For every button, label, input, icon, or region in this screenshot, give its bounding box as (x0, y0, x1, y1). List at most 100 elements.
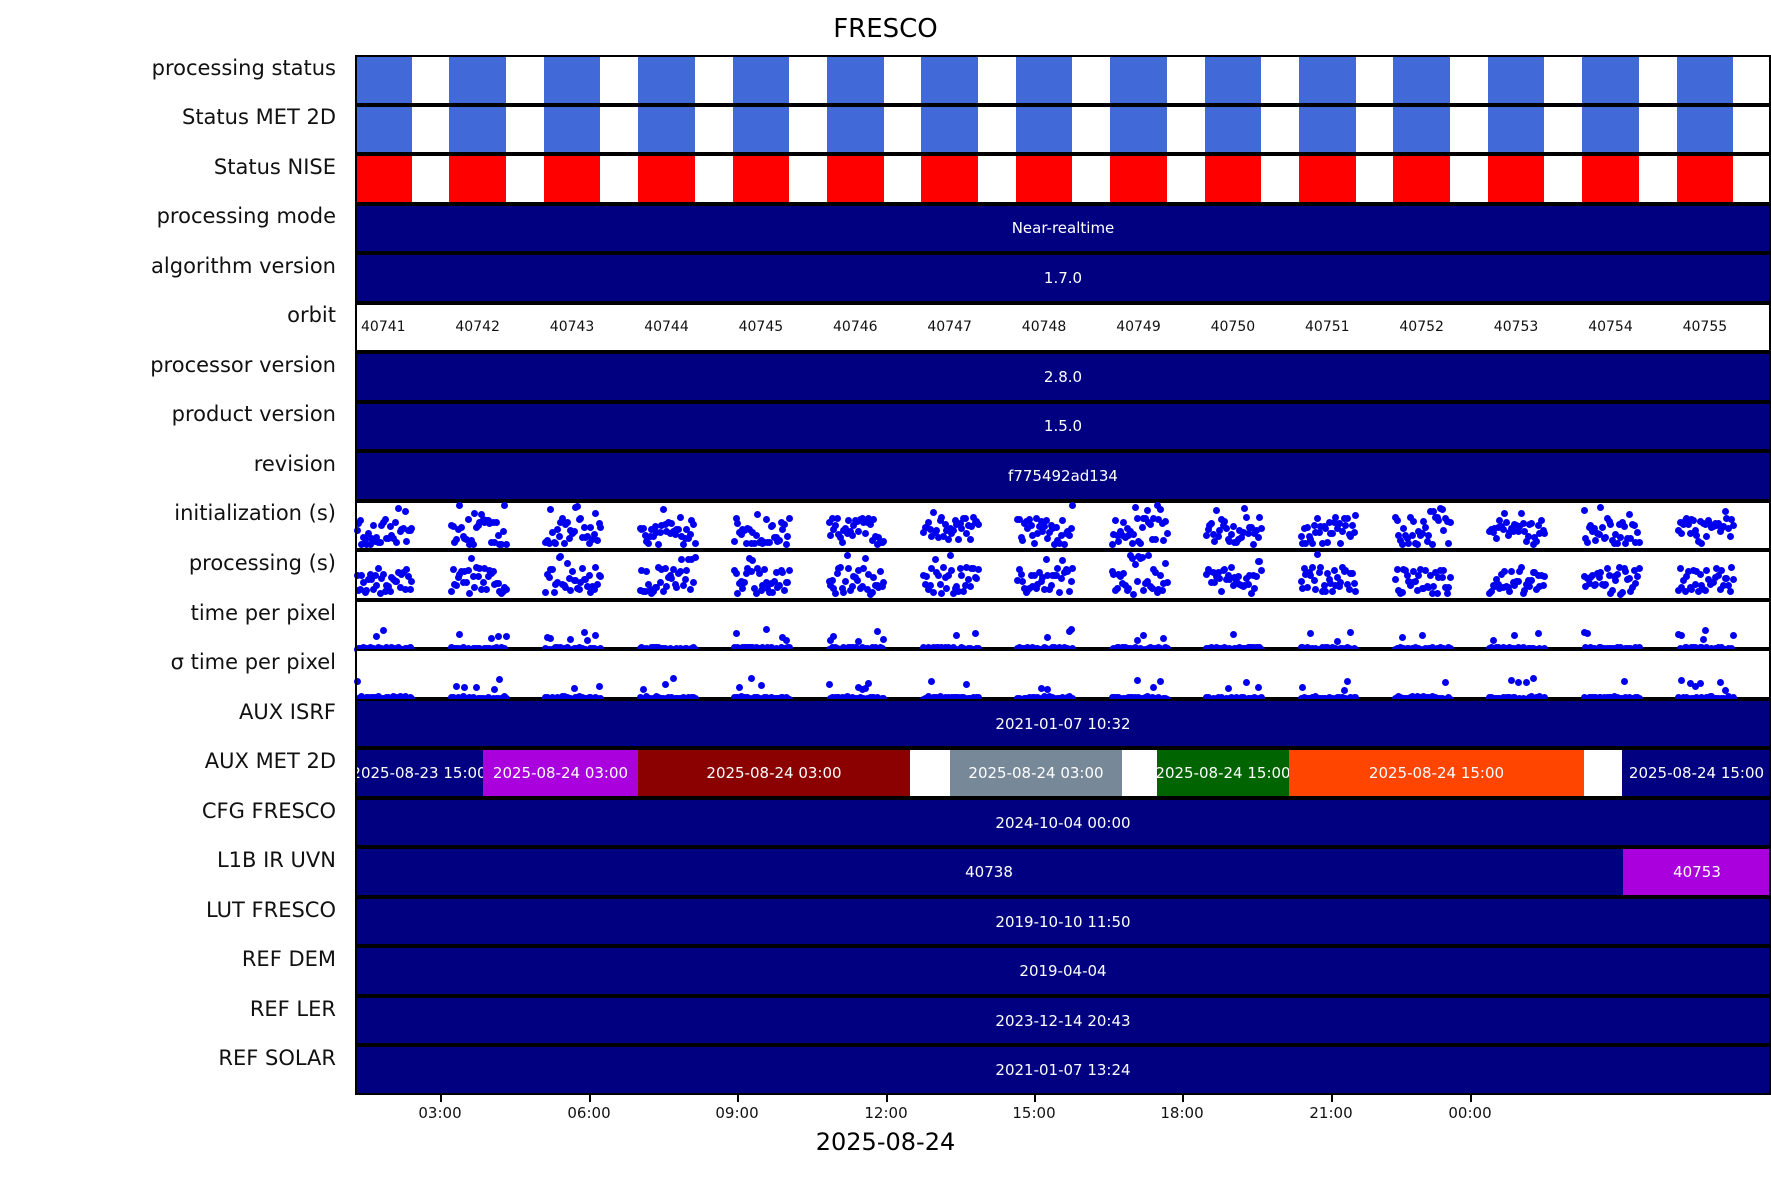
scatter-point (1017, 571, 1025, 579)
scatter-point (1728, 515, 1736, 523)
scatter-point (1627, 588, 1635, 596)
row-label-text: orbit (287, 303, 336, 328)
scatter-point (966, 582, 974, 590)
scatter-point (928, 532, 936, 540)
row-value-text: 2024-10-04 00:00 (995, 813, 1131, 832)
scatter-point (1030, 571, 1038, 579)
scatter-point (1426, 572, 1434, 580)
scatter-point (949, 527, 957, 535)
scatter-point (1728, 563, 1736, 571)
scatter-point (1487, 588, 1495, 596)
scatter-point (373, 632, 381, 640)
x-axis-tick-label: 15:00 (1012, 1104, 1056, 1122)
scatter-point (1147, 521, 1154, 529)
status-block (732, 57, 790, 103)
scatter-point (376, 538, 384, 546)
scatter-point (749, 528, 757, 536)
scatter-point (1330, 567, 1338, 575)
scatter-point (769, 588, 777, 596)
scatter-point (936, 581, 944, 589)
orbit-number: 40746 (833, 319, 878, 336)
scatter-point (1413, 541, 1421, 549)
scatter-point (1536, 529, 1544, 537)
scatter-point (386, 523, 394, 531)
scatter-point (1335, 519, 1343, 527)
timeline-row: 2019-04-04 (355, 946, 1771, 996)
scatter-point (944, 536, 952, 544)
scatter-point (558, 515, 566, 523)
scatter-point (1516, 568, 1524, 576)
scatter-point (471, 584, 479, 592)
scatter-point (1522, 537, 1530, 545)
scatter-point (1133, 637, 1141, 645)
scatter-point (963, 563, 971, 571)
scatter-point (366, 571, 374, 579)
scatter-point (648, 526, 656, 534)
status-block (543, 57, 601, 103)
scatter-point (1069, 564, 1077, 572)
scatter-point (848, 531, 856, 539)
scatter-point (828, 576, 836, 584)
scatter-point (954, 588, 962, 596)
scatter-point (1446, 574, 1454, 582)
scatter-point (860, 564, 868, 572)
scatter-point (1110, 570, 1118, 578)
scatter-point (1120, 518, 1128, 526)
scatter-point (583, 533, 591, 541)
scatter-point (670, 565, 678, 573)
scatter-point (867, 520, 875, 528)
scatter-point (491, 685, 499, 693)
scatter-point (1342, 522, 1350, 530)
row-value-text: 2019-10-10 11:50 (995, 912, 1131, 931)
scatter-point (1228, 564, 1236, 572)
scatter-point (1140, 586, 1148, 594)
scatter-point (769, 521, 777, 529)
scatter-point (828, 514, 836, 522)
scatter-point (1527, 577, 1535, 585)
scatter-point (1345, 586, 1353, 594)
scatter-point (1138, 524, 1146, 532)
timeline-row: Near-realtime (355, 203, 1771, 254)
scatter-point (469, 540, 477, 548)
scatter-point (1440, 526, 1448, 534)
scatter-point (853, 576, 861, 584)
row-label-text: AUX ISRF (239, 699, 336, 724)
scatter-point (832, 590, 840, 598)
scatter-point (1130, 590, 1138, 598)
row-label-text: time per pixel (190, 600, 336, 625)
status-block (355, 106, 412, 153)
orbit-cell: 40754 (1582, 305, 1676, 351)
scatter-point (641, 588, 649, 596)
scatter-point (484, 573, 492, 581)
scatter-point (1635, 565, 1643, 573)
timeline-segment: 2025-08-24 03:00 (638, 750, 910, 796)
timeline-segment: 2025-08-24 15:00 (1622, 750, 1771, 796)
scatter-point (1312, 586, 1320, 594)
scatter-point (575, 586, 583, 594)
scatter-point (1433, 590, 1441, 598)
scatter-point (1158, 586, 1166, 594)
scatter-point (663, 583, 671, 591)
scatter-point (878, 644, 886, 652)
scatter-point (880, 635, 888, 643)
scatter-point (1037, 518, 1045, 526)
scatter-point (656, 579, 664, 586)
scatter-point (661, 564, 669, 572)
scatter-point (1314, 551, 1322, 559)
scatter-point (462, 579, 470, 586)
scatter-point (747, 567, 755, 575)
scatter-point (1150, 515, 1158, 523)
scatter-point (1140, 632, 1148, 640)
scatter-point (1040, 523, 1048, 531)
scatter-point (1145, 551, 1153, 559)
scatter-point (1226, 575, 1234, 583)
scatter-point (1597, 503, 1605, 511)
scatter-point (479, 579, 487, 587)
scatter-point (481, 565, 489, 573)
scatter-point (1595, 574, 1603, 582)
scatter-point (1725, 582, 1733, 590)
scatter-point (1133, 577, 1141, 585)
scatter-point (1400, 524, 1408, 532)
scatter-point (1349, 522, 1357, 530)
scatter-point (1069, 695, 1077, 703)
